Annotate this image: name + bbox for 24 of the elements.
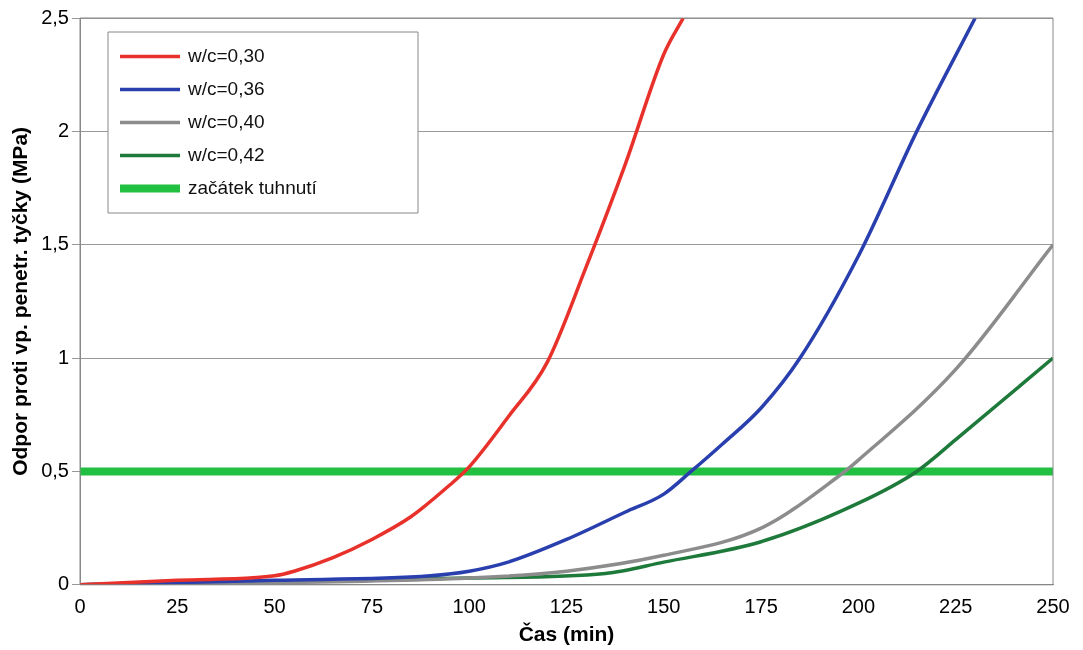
y-tick-label: 1 <box>57 345 69 368</box>
x-tick-label: 175 <box>744 595 778 618</box>
y-axis-title: Odpor proti vp. penetr. tyčky (MPa) <box>8 126 32 476</box>
legend-label: začátek tuhnutí <box>188 176 318 198</box>
y-tick-label: 0,5 <box>41 458 69 481</box>
x-tick-label: 0 <box>74 595 86 618</box>
x-tick-label: 25 <box>166 595 189 618</box>
x-tick-label: 200 <box>841 595 876 618</box>
x-tick-label: 75 <box>360 595 384 618</box>
y-tick-label: 0 <box>57 572 69 595</box>
y-tick-label: 2 <box>57 118 69 141</box>
x-tick-label: 250 <box>1036 595 1070 618</box>
legend-label: w/c=0,36 <box>187 77 265 99</box>
x-tick-label: 225 <box>939 595 973 618</box>
x-tick-label: 125 <box>549 595 584 618</box>
x-tick-label: 50 <box>263 595 286 618</box>
legend-label: w/c=0,40 <box>187 110 265 132</box>
x-tick-label: 150 <box>647 595 681 618</box>
y-tick-label: 2,5 <box>41 5 69 28</box>
x-tick-label: 100 <box>452 595 486 618</box>
legend-label: w/c=0,30 <box>187 44 265 66</box>
y-tick-label: 1,5 <box>41 232 69 255</box>
x-axis-title: Čas (min) <box>518 622 615 646</box>
legend-label: w/c=0,42 <box>187 143 265 165</box>
